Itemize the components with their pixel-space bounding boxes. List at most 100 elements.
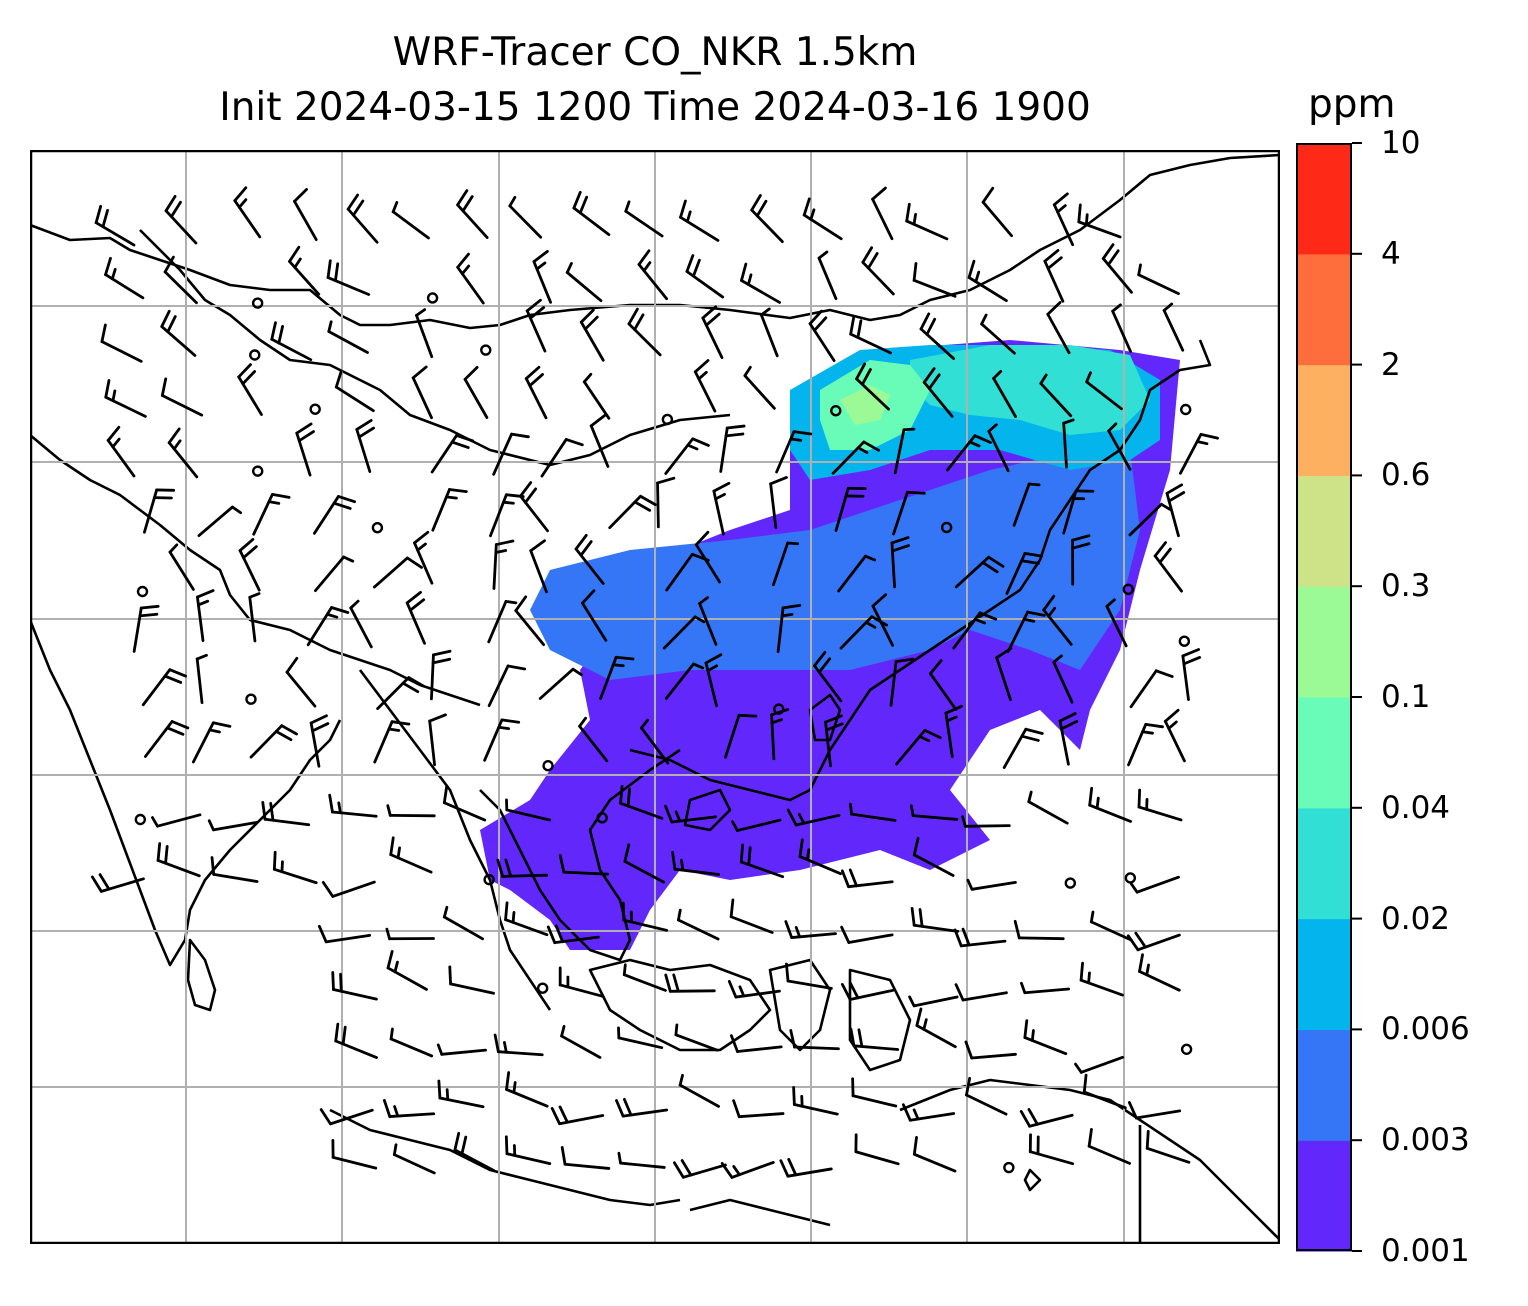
wind-barb: [871, 593, 895, 647]
wind-barb: [582, 372, 611, 420]
wind-barb: [134, 813, 147, 826]
wind-barb: [144, 720, 190, 758]
colorbar-segment: [1296, 918, 1352, 1030]
wind-barb: [442, 784, 487, 822]
wind-barb: [272, 850, 318, 885]
plume-band-004: [910, 345, 1150, 435]
wind-barb: [313, 495, 356, 535]
wind-barb: [617, 1151, 666, 1169]
wind-barb: [386, 804, 436, 818]
wind-barb: [331, 1138, 378, 1170]
wind-barb: [496, 858, 549, 878]
wind-barb: [392, 1143, 436, 1175]
wind-barb: [840, 925, 894, 944]
colorbar-segment: [1296, 1140, 1352, 1252]
wind-barb: [463, 365, 489, 419]
wind-barb: [987, 423, 1010, 473]
wind-barb: [327, 320, 369, 354]
wind-barb: [851, 1077, 898, 1108]
colorbar-tick-label: 10: [1381, 125, 1421, 161]
wind-barb: [483, 718, 521, 762]
colorbar-segment: [1296, 475, 1352, 587]
wind-barb: [946, 434, 992, 472]
colorbar-segment: [1296, 697, 1352, 809]
wind-barb: [430, 649, 452, 701]
wind-barb: [1107, 422, 1132, 471]
wind-barb: [637, 249, 669, 301]
wind-barb: [772, 541, 800, 587]
wind-barb: [1042, 594, 1073, 646]
wind-barb: [1071, 534, 1091, 586]
wind-barb: [483, 873, 495, 886]
colorbar-segment: [1296, 253, 1352, 366]
wind-barb: [664, 662, 705, 700]
wind-barb: [493, 1033, 544, 1057]
wind-barb: [252, 493, 291, 536]
wind-barb: [627, 307, 662, 357]
wind-barb: [525, 298, 547, 353]
wind-barb: [505, 1071, 549, 1108]
wind-barb: [560, 1146, 611, 1170]
wind-barb: [1128, 502, 1172, 537]
wind-barb: [824, 714, 844, 768]
wind-barb: [565, 262, 603, 303]
wind-barb: [1178, 635, 1191, 647]
wind-barb: [456, 189, 489, 239]
wind-barb: [1012, 482, 1041, 527]
map-title-line1: WRF-Tracer CO_NKR 1.5km: [392, 30, 918, 75]
wind-barb: [694, 530, 721, 584]
wind-barb: [905, 202, 949, 241]
colorbar-segment: [1296, 586, 1352, 698]
wind-barb: [893, 427, 916, 475]
wind-barb: [849, 1027, 900, 1051]
gridlines: [30, 150, 1280, 1244]
wind-barb: [1013, 919, 1065, 941]
wind-barb: [309, 403, 321, 415]
wind-barb: [143, 488, 176, 534]
wind-barb: [106, 425, 136, 478]
wind-barb: [1129, 875, 1180, 894]
wind-barb: [334, 1022, 378, 1059]
wind-barb: [759, 307, 779, 358]
wind-barb: [504, 901, 549, 937]
wind-barb: [1087, 1128, 1132, 1165]
wind-barb: [132, 604, 160, 653]
wind-barb: [249, 724, 298, 759]
wind-barb: [248, 592, 261, 643]
wind-barb: [415, 308, 434, 359]
wind-barb: [1137, 788, 1183, 822]
wind-barb: [550, 1105, 605, 1126]
wind-barb: [487, 664, 527, 708]
wind-barb: [786, 808, 841, 827]
colorbar-segment: [1296, 143, 1352, 255]
wind-barb: [1088, 786, 1132, 823]
wind-barb: [1046, 301, 1071, 355]
wind-barb: [437, 1079, 485, 1109]
wind-barb: [995, 647, 1013, 701]
wind-barb: [430, 434, 475, 474]
wind-barb: [966, 878, 1017, 891]
wind-barb: [720, 1161, 775, 1179]
wind-barb: [560, 1024, 602, 1059]
wind-barb: [770, 708, 790, 761]
wind-barb: [849, 802, 897, 822]
wind-barb: [489, 493, 525, 538]
colorbar-tick-label: 0.04: [1381, 789, 1451, 826]
plume-band-006: [840, 385, 890, 425]
wind-barb: [1127, 723, 1164, 767]
wind-barb: [492, 539, 515, 590]
wind-barb: [346, 193, 379, 244]
wind-barb: [136, 585, 149, 598]
wind-barb: [428, 713, 447, 767]
wind-barb: [623, 843, 666, 884]
wind-barb: [295, 422, 315, 477]
wind-barb: [1058, 712, 1079, 766]
wind-barb: [1127, 1101, 1182, 1120]
wind-barb: [1005, 551, 1044, 595]
wind-barb: [207, 819, 259, 832]
colorbar-tick-label: 0.3: [1381, 568, 1431, 605]
wind-barb: [779, 1157, 833, 1178]
wind-barb: [156, 842, 201, 878]
wind-barb: [524, 365, 548, 420]
wind-barb: [558, 966, 605, 998]
